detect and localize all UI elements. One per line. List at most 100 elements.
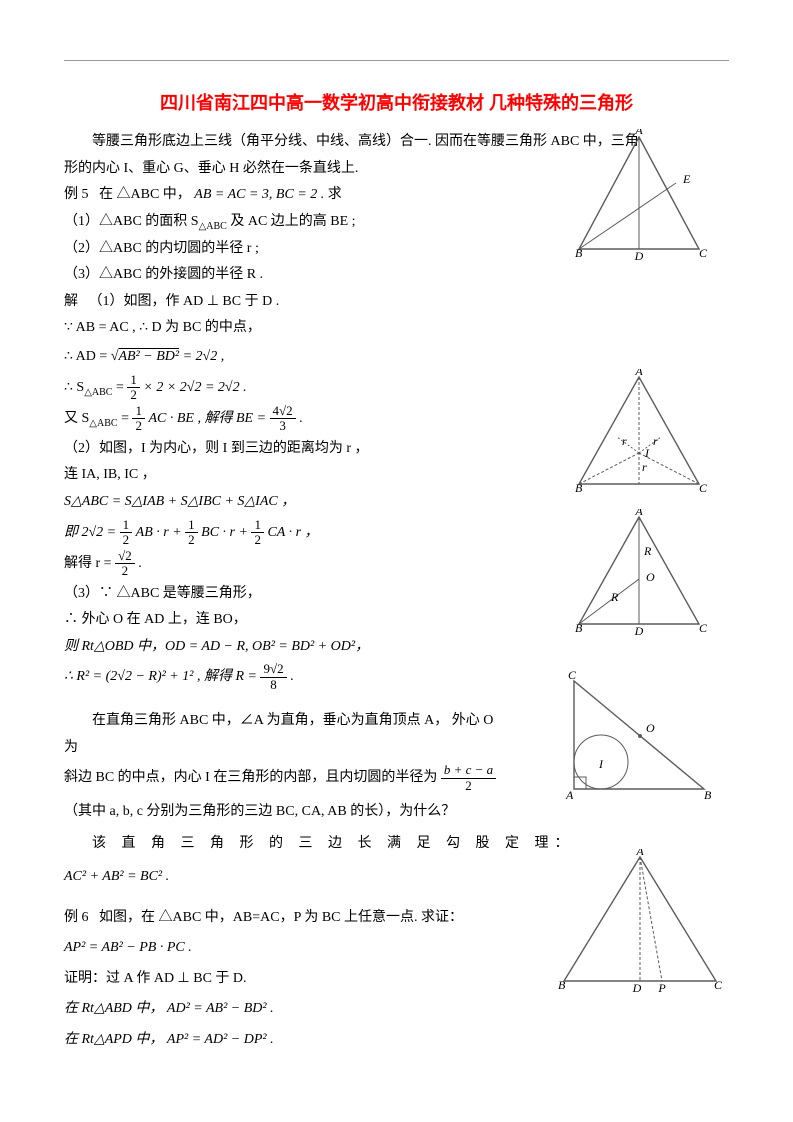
ex5-s1b-post: = 2√2 , (179, 349, 224, 364)
ex6-p3: 在 Rt△APD 中， AP² = AD² − DP² . (64, 1027, 729, 1054)
fn: √2 (115, 549, 135, 564)
figure-triangle-be: A B C D E (549, 129, 729, 264)
svg-text:C: C (699, 246, 708, 260)
figure-triangle-incenter: A B C I r r r (549, 369, 729, 499)
ex5-s2c: S△ABC = S△IAB + S△IBC + S△IAC ， (64, 489, 504, 516)
frac-den: 2 (132, 419, 145, 433)
ex5-in: 在 △ABC 中， (99, 187, 191, 202)
ex5-s1c-c: × 2 × 2√2 = 2√2 . (143, 380, 246, 395)
ex5-sol-line: 解 （1）如图，作 AD ⊥ BC 于 D . (64, 289, 504, 316)
ex5-s2d-b: AB · r + (136, 525, 186, 540)
page: 四川省南江四中高一数学初高中衔接教材 几种特殊的三角形 A B C D E (0, 0, 793, 1122)
fn: 1 (251, 518, 264, 533)
fd: 2 (120, 533, 133, 547)
svg-text:B: B (704, 788, 712, 802)
ex5-s3b: ∴ 外心 O 在 AD 上，连 BO， (64, 607, 504, 634)
svg-text:C: C (699, 481, 708, 495)
ex6-label: 例 6 (64, 910, 89, 925)
fd: 2 (251, 533, 264, 547)
rt-p1: 在直角三角形 ABC 中，∠A 为直角，垂心为直角顶点 A， 外心 O 为 (64, 708, 504, 761)
svg-text:O: O (646, 721, 655, 735)
ex5-item1: （1）△ABC 的面积 S△ABC 及 AC 边上的高 BE ; (64, 209, 504, 236)
top-rule (64, 60, 729, 61)
svg-text:R: R (643, 544, 652, 558)
ex5-s1a: ∵ AB = AC , ∴ D 为 BC 的中点， (64, 315, 504, 342)
ex5-s2d-d: CA · r ， (267, 525, 318, 540)
fd: 2 (115, 564, 135, 578)
fn: 1 (120, 518, 133, 533)
ex5-s3d-a: ∴ R² = (2√2 − R)² + 1² , 解得 R = (64, 670, 260, 685)
ex5-after: 求 (328, 187, 342, 202)
ex5-label: 例 5 (64, 187, 89, 202)
ex5-sol1: （1）如图，作 AD ⊥ BC 于 D . (89, 294, 280, 309)
ex6-body: 如图，在 △ABC 中，AB=AC，P 为 BC 上任意一点. 求证： (99, 910, 463, 925)
svg-text:B: B (575, 246, 583, 260)
svg-text:D: D (631, 981, 641, 995)
ex5-s1b: ∴ AD = √AB² − BD² = 2√2 , (64, 344, 504, 371)
ex6-p2: 在 Rt△ABD 中， AD² = AB² − BD² . (64, 996, 729, 1023)
content-body: A B C D E A B C I r r r (64, 129, 729, 1054)
svg-text:O: O (646, 570, 655, 584)
ex5-s1d-a: 又 S (64, 411, 89, 426)
fd: 8 (260, 678, 286, 692)
ex5-s3a: （3）∵ △ABC 是等腰三角形， (64, 581, 504, 608)
ex5-s2b: 连 IA, IB, IC ， (64, 462, 504, 489)
figure-triangle-ap: A B C D P (549, 849, 729, 999)
ex5-item2: （2）△ABC 的内切圆的半径 r ; (64, 236, 504, 263)
ex5-header: 例 5 在 △ABC 中， AB = AC = 3, BC = 2 . 求 (64, 182, 504, 209)
ex5-cond: AB = AC = 3, BC = 2 . (194, 187, 324, 202)
svg-text:r: r (653, 434, 658, 448)
figure-triangle-circumcenter: A B C D O R R (549, 509, 729, 639)
svg-text:A: A (634, 129, 643, 137)
frac-den: 2 (127, 388, 140, 402)
rt-p2: 斜边 BC 的中点，内心 I 在三角形的内部，且内切圆的半径为 b + c − … (64, 763, 504, 793)
figure-right-triangle: C A B O I (549, 669, 729, 809)
ex5-s1c-b: = (112, 380, 127, 395)
ex5-s2e-b: . (138, 556, 142, 571)
svg-text:D: D (634, 249, 644, 263)
ex5-item3: （3）△ABC 的外接圆的半径 R . (64, 262, 504, 289)
ex5-s1d-d: . (299, 411, 303, 426)
svg-text:E: E (682, 172, 691, 186)
fd: 2 (185, 533, 198, 547)
ex5-s2d-a: 即 2√2 = (64, 525, 120, 540)
svg-text:R: R (610, 590, 619, 604)
frac-num: 4√2 (270, 404, 296, 419)
svg-text:C: C (699, 621, 708, 635)
fn: 9√2 (260, 662, 286, 677)
ex5-s1b-pre: ∴ AD = (64, 349, 111, 364)
frac-den: 3 (270, 419, 296, 433)
svg-text:r: r (622, 434, 627, 448)
rt-p2a: 斜边 BC 的中点，内心 I 在三角形的内部，且内切圆的半径为 (64, 770, 441, 785)
frac-num: 1 (132, 404, 145, 419)
svg-text:A: A (634, 509, 643, 518)
fd: 2 (441, 779, 496, 793)
ex5-s2e: 解得 r = √22 . (64, 549, 504, 579)
svg-text:A: A (634, 369, 643, 378)
svg-text:r: r (642, 460, 647, 474)
ex5-s3d: ∴ R² = (2√2 − R)² + 1² , 解得 R = 9√28 . (64, 662, 504, 692)
ex6-header: 例 6 如图，在 △ABC 中，AB=AC，P 为 BC 上任意一点. 求证： (64, 905, 504, 932)
svg-text:I: I (598, 757, 604, 771)
svg-text:B: B (575, 481, 583, 495)
svg-text:B: B (558, 978, 566, 992)
svg-text:A: A (635, 849, 644, 858)
ex5-s3c: 则 Rt△OBD 中，OD = AD − R, OB² = BD² + OD²， (64, 634, 504, 661)
svg-text:B: B (575, 621, 583, 635)
ex5-s2a: （2）如图，I 为内心，则 I 到三边的距离均为 r ， (64, 436, 504, 463)
rt-p4-text: 该 直 角 三 角 形 的 三 边 长 满 足 勾 股 定 理： (92, 836, 575, 851)
ex5-s2e-a: 解得 r = (64, 556, 115, 571)
ex5-s2d-c: BC · r + (201, 525, 251, 540)
ex5-sol-label: 解 (64, 294, 78, 309)
svg-text:P: P (657, 981, 666, 995)
fn: 1 (185, 518, 198, 533)
ex5-s1d-b: = (118, 411, 133, 426)
ex5-item1b: 及 AC 边上的高 BE ; (227, 214, 356, 229)
ex5-s1d: 又 S△ABC = 12 AC · BE , 解得 BE = 4√23 . (64, 404, 504, 434)
svg-text:C: C (568, 669, 577, 682)
svg-text:A: A (565, 788, 574, 802)
fn: b + c − a (441, 763, 496, 778)
ex5-s1c: ∴ S△ABC = 12 × 2 × 2√2 = 2√2 . (64, 373, 504, 403)
svg-text:D: D (634, 624, 644, 638)
ex5-s3d-b: . (290, 670, 294, 685)
